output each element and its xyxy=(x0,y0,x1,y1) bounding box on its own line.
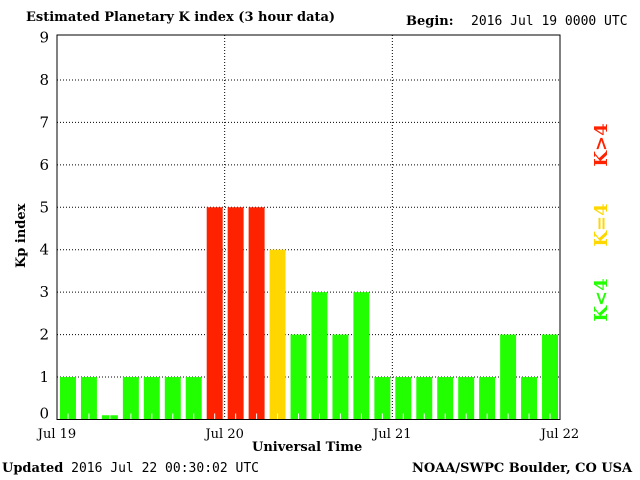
kp-bar xyxy=(458,377,475,420)
y-tick-label: 7 xyxy=(39,113,49,131)
kp-bar xyxy=(374,377,391,420)
kp-bar xyxy=(332,334,349,420)
kp-bar xyxy=(80,377,97,420)
kp-bar xyxy=(248,207,265,420)
updated-value: 2016 Jul 22 00:30:02 UTC xyxy=(71,461,259,476)
kp-bar xyxy=(60,377,76,420)
kp-bar xyxy=(206,207,223,420)
y-tick-label: 6 xyxy=(39,156,49,174)
chart-title: Estimated Planetary K index (3 hour data… xyxy=(26,10,336,25)
kp-bar xyxy=(122,377,139,420)
x-tick-label: Jul 19 xyxy=(36,427,76,442)
kp-bar xyxy=(185,377,202,420)
y-tick-label: 8 xyxy=(39,71,49,89)
legend-entry: K>4 xyxy=(591,123,612,166)
y-axis-label: Kp index xyxy=(14,203,29,268)
y-tick-label: 4 xyxy=(39,241,49,259)
legend-entry: K<4 xyxy=(591,278,612,321)
x-tick-label: Jul 21 xyxy=(371,427,411,442)
kp-bar xyxy=(479,377,496,420)
begin-label: Begin: xyxy=(406,14,454,29)
y-tick-label: 3 xyxy=(39,283,49,301)
legend-entry: K=4 xyxy=(591,203,612,246)
plot-frame xyxy=(56,34,561,420)
begin-value: 2016 Jul 19 0000 UTC xyxy=(471,14,628,29)
kp-bar xyxy=(437,377,454,420)
kp-bar xyxy=(416,377,433,420)
kp-bar xyxy=(311,292,328,420)
kp-bar xyxy=(353,292,370,420)
kp-bar xyxy=(542,334,558,420)
x-tick-label: Jul 22 xyxy=(539,427,579,442)
y-tick-label: 5 xyxy=(39,198,49,216)
kp-bar xyxy=(269,249,286,420)
x-tick-label: Jul 20 xyxy=(203,427,243,442)
y-tick-label: 1 xyxy=(39,368,49,386)
kp-bar xyxy=(290,334,307,420)
kp-bar xyxy=(143,377,160,420)
kp-bar xyxy=(164,377,181,420)
kp-bar xyxy=(521,377,538,420)
credit: NOAA/SWPC Boulder, CO USA xyxy=(412,461,633,476)
y-tick-label: 0 xyxy=(39,405,49,423)
kp-bar xyxy=(227,207,244,420)
kp-bar xyxy=(500,334,517,420)
y-tick-label: 9 xyxy=(39,29,49,47)
kp-bar xyxy=(395,377,412,420)
updated-label: Updated xyxy=(2,461,64,476)
x-axis-label: Universal Time xyxy=(252,440,363,455)
y-tick-label: 2 xyxy=(39,326,49,344)
